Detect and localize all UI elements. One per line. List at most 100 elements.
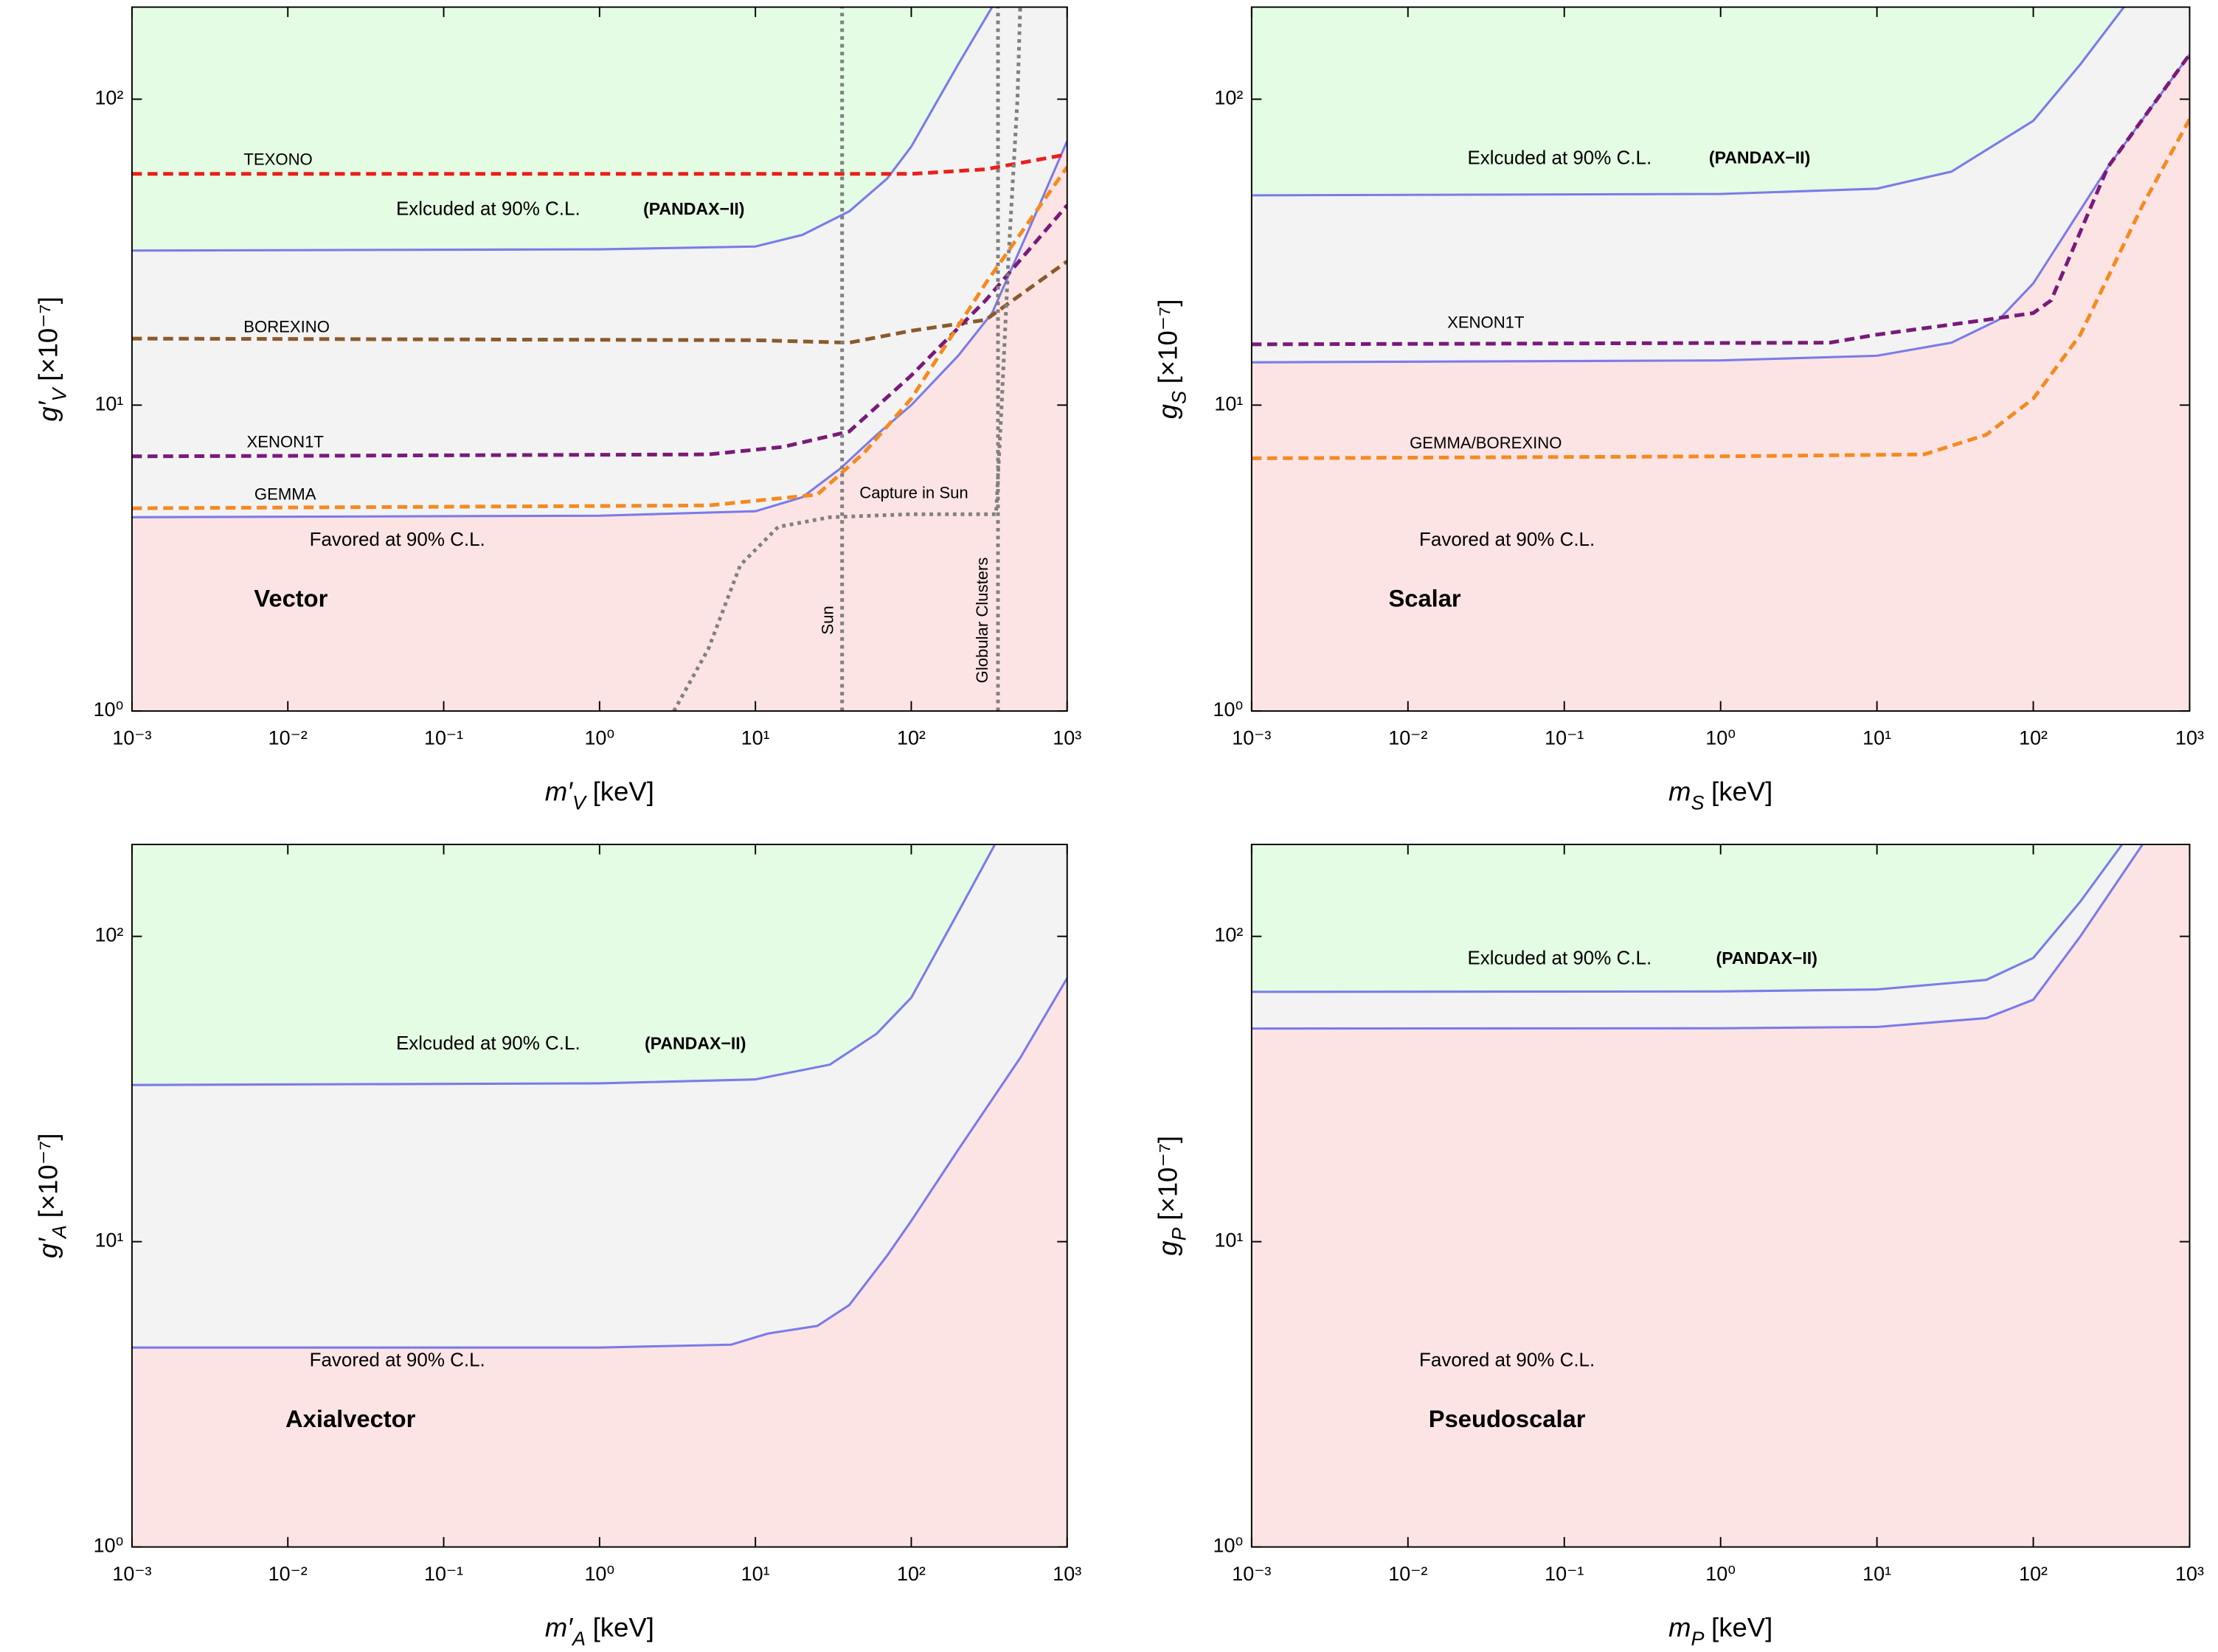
curve-label: XENON1T — [246, 432, 323, 451]
annotation: Favored at 90% C.L. — [1419, 528, 1595, 550]
x-tick-label: 10² — [897, 1563, 926, 1585]
y-tick-label: 10¹ — [94, 1229, 123, 1252]
plot-area — [1251, 844, 2190, 1547]
y-tick-label: 10¹ — [94, 392, 123, 414]
annotation: Favored at 90% C.L. — [1419, 1348, 1595, 1370]
curve-label: Capture in Sun — [859, 484, 968, 502]
limit-curve — [131, 204, 1067, 459]
annotation: (PANDAX−II) — [1716, 948, 1817, 968]
x-tick-label: 10³ — [1053, 727, 1081, 749]
x-tick-label: 10³ — [1053, 1563, 1081, 1585]
x-tick-label: 10⁻³ — [1232, 727, 1271, 749]
x-tick-label: 10⁻¹ — [1545, 727, 1584, 749]
panel: Exlcuded at 90% C.L. (PANDAX−II) Favored a… — [32, 844, 1081, 1650]
y-tick-label: 10² — [94, 924, 123, 946]
axis-unit: [×10⁻⁷] — [1152, 1136, 1182, 1221]
x-tick-label: 10⁻³ — [1232, 1563, 1271, 1585]
annotation: Pseudoscalar — [1429, 1405, 1586, 1432]
boundary-curve — [1251, 844, 2124, 993]
y-tick-label: 10⁰ — [1213, 698, 1244, 721]
axis-symbol: m′ — [545, 1612, 573, 1642]
x-tick-label: 10⁻² — [1388, 727, 1427, 749]
axis-subscript: V — [572, 792, 588, 814]
curve-label: XENON1T — [1447, 313, 1524, 332]
axis-subscript: V — [48, 386, 70, 401]
annotation: Exlcuded at 90% C.L. — [396, 198, 581, 220]
y-tick-label: 10⁰ — [94, 698, 124, 721]
x-tick-label: 10¹ — [1862, 727, 1891, 749]
region-excluded — [131, 844, 995, 1086]
x-tick-label: 10¹ — [741, 727, 770, 749]
axis-symbol: m — [1668, 776, 1691, 806]
axis-unit: [×10⁻⁷] — [32, 1133, 63, 1218]
region-favored — [131, 141, 1067, 712]
region-favored — [1251, 844, 2190, 1547]
x-tick-label: 10⁻¹ — [424, 727, 463, 749]
plot-area — [131, 7, 1067, 712]
annotation: (PANDAX−II) — [1709, 148, 1810, 167]
panel: XENON1T GEMMA/BOREXINO Exlcuded at 90% C.L… — [1152, 6, 2204, 814]
boundary-curve — [131, 844, 997, 1086]
x-axis-label: m′V [keV] — [545, 776, 654, 813]
limit-curve — [131, 152, 1067, 176]
x-axis-label: m′A [keV] — [545, 1612, 654, 1650]
annotation: Exlcuded at 90% C.L. — [1467, 947, 1652, 969]
axis-subscript: A — [48, 1225, 70, 1240]
curve-label: GEMMA/BOREXINO — [1410, 434, 1562, 452]
limit-curve — [131, 166, 1067, 510]
axis-unit: [keV] — [593, 776, 654, 806]
annotation: Exlcuded at 90% C.L. — [1467, 146, 1652, 168]
axis-unit: [keV] — [1711, 1612, 1772, 1642]
annotation: Vector — [254, 585, 327, 612]
x-tick-label: 10¹ — [741, 1563, 770, 1585]
x-tick-label: 10² — [2019, 727, 2048, 749]
region-favored — [131, 978, 1067, 1547]
annotation: (PANDAX−II) — [643, 199, 744, 218]
axis-unit: [keV] — [1711, 776, 1772, 806]
y-tick-label: 10² — [1214, 87, 1243, 109]
panel: TEXONO BOREXINO XENON1T GEMMA Capture in Sun… — [32, 6, 1081, 814]
panel: Exlcuded at 90% C.L. (PANDAX−II) Favored a… — [1152, 844, 2204, 1650]
region-excluded — [1251, 7, 2124, 195]
region-favored — [1251, 54, 2190, 712]
plot-area — [1251, 7, 2190, 712]
x-tick-label: 10³ — [2175, 1563, 2204, 1585]
x-tick-label: 10¹ — [1862, 1563, 1891, 1585]
x-tick-label: 10⁻² — [1388, 1563, 1427, 1585]
limit-curve — [1251, 118, 2190, 460]
axis-symbol: g′ — [32, 400, 63, 421]
axis-subscript: S — [1168, 391, 1190, 404]
annotation: Favored at 90% C.L. — [310, 528, 485, 550]
axis-symbol: m — [1668, 1612, 1691, 1642]
y-axis-label: gS [×10⁻⁷] — [1152, 299, 1190, 419]
annotation: Favored at 90% C.L. — [310, 1348, 485, 1370]
y-tick-label: 10¹ — [1214, 1229, 1243, 1252]
x-tick-label: 10⁰ — [1705, 727, 1736, 749]
x-tick-label: 10⁻³ — [112, 727, 151, 749]
boundary-curve — [131, 7, 994, 252]
axis-symbol: g — [1152, 1240, 1182, 1255]
axis-unit: [keV] — [593, 1612, 654, 1642]
y-tick-label: 10¹ — [1214, 392, 1243, 414]
x-tick-label: 10⁰ — [584, 1563, 614, 1585]
axis-symbol: m′ — [545, 776, 573, 806]
annotation: Scalar — [1388, 585, 1460, 612]
annotation: Axialvector — [285, 1405, 416, 1432]
x-tick-label: 10⁻² — [268, 1563, 308, 1585]
boundary-curve — [1251, 7, 2125, 197]
limit-curve — [1251, 53, 2190, 347]
x-axis-label: mP [keV] — [1668, 1612, 1772, 1650]
y-tick-label: 10⁰ — [94, 1535, 124, 1557]
boundary-curve — [1251, 53, 2190, 364]
x-tick-label: 10² — [897, 727, 926, 749]
y-axis-label: g′V [×10⁻⁷] — [32, 296, 70, 422]
limit-curve — [672, 7, 1022, 712]
x-tick-label: 10⁻² — [268, 727, 308, 749]
axis-unit: [×10⁻⁷] — [32, 296, 63, 381]
axis-unit: [×10⁻⁷] — [1152, 299, 1182, 384]
y-axis-label: gP [×10⁻⁷] — [1152, 1136, 1190, 1256]
axis-symbol: g′ — [32, 1238, 63, 1258]
y-tick-label: 10² — [1214, 924, 1243, 946]
curve-label: Globular Clusters — [973, 558, 991, 684]
